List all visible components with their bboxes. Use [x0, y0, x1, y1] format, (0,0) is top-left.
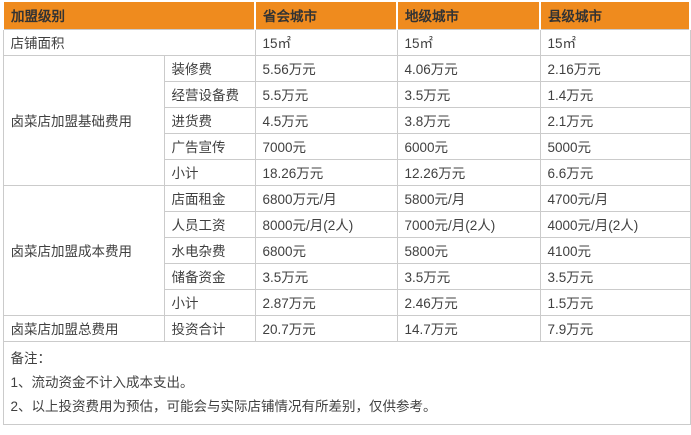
cost-fee-subtotal-row: 小计 2.87万元 2.46万元 1.5万元 [3, 288, 691, 316]
fee-value: 6800万元/月 [254, 184, 398, 212]
base-fee-subtotal-row: 小计 18.26万元 12.26万元 6.6万元 [3, 158, 691, 186]
fee-value: 1.4万元 [539, 80, 691, 108]
fee-value: 3.8万元 [396, 106, 541, 134]
header-row: 加盟级别 省会城市 地级城市 县级城市 [2, 2, 691, 30]
notes-title: 备注： [10, 350, 52, 366]
note-line-1: 1、流动资金不计入成本支出。 [10, 374, 194, 390]
base-fee-row: 广告宣传 7000元 6000元 5000元 [3, 132, 691, 160]
fee-item-label: 储备资金 [163, 262, 256, 290]
shop-area-value: 15㎡ [254, 28, 398, 56]
fee-value: 5.56万元 [254, 54, 398, 82]
base-fee-row: 卤菜店加盟基础费用 装修费 5.56万元 4.06万元 2.16万元 [2, 54, 691, 186]
fee-value: 2.1万元 [539, 106, 691, 134]
fee-item-label: 投资合计 [163, 314, 256, 342]
notes-cell: 备注： 1、流动资金不计入成本支出。 2、以上投资费用为预估，可能会与实际店铺情… [2, 340, 691, 425]
fee-value: 4100元 [539, 236, 691, 264]
fee-item-label: 进货费 [163, 106, 256, 134]
shop-area-label: 店铺面积 [2, 28, 256, 56]
base-fee-row: 进货费 4.5万元 3.8万元 2.1万元 [3, 106, 691, 134]
base-section-label: 卤菜店加盟基础费用 [2, 54, 165, 186]
fee-item-label: 小计 [163, 158, 256, 186]
fee-value: 7000元/月(2人) [396, 210, 541, 238]
note-line-2: 2、以上投资费用为预估，可能会与实际店铺情况有所差别，仅供参考。 [10, 398, 437, 414]
header-cell-county-city: 县级城市 [539, 2, 691, 30]
cost-fee-row: 储备资金 3.5万元 3.5万元 3.5万元 [3, 262, 691, 290]
fee-value: 2.16万元 [539, 54, 691, 82]
shop-area-row: 店铺面积 15㎡ 15㎡ 15㎡ [2, 28, 691, 56]
cost-fee-row: 水电杂费 6800元 5800元 4100元 [3, 236, 691, 264]
fee-value: 5800元 [396, 236, 541, 264]
fee-item-label: 小计 [163, 288, 256, 316]
fee-value: 3.5万元 [396, 262, 541, 290]
fee-item-label: 广告宣传 [163, 132, 256, 160]
notes-row: 备注： 1、流动资金不计入成本支出。 2、以上投资费用为预估，可能会与实际店铺情… [2, 340, 691, 425]
franchise-fee-table: 加盟级别 省会城市 地级城市 县级城市 店铺面积 15㎡ 15㎡ 15㎡ 卤菜店… [2, 2, 691, 425]
total-fee-row: 卤菜店加盟总费用 投资合计 20.7万元 14.7万元 7.9万元 [2, 314, 691, 342]
fee-item-label: 人员工资 [163, 210, 256, 238]
fee-value: 18.26万元 [254, 158, 398, 186]
fee-item-label: 水电杂费 [163, 236, 256, 264]
total-section-label: 卤菜店加盟总费用 [2, 314, 165, 342]
fee-value: 7.9万元 [539, 314, 691, 342]
header-cell-level: 加盟级别 [2, 2, 256, 30]
fee-value: 4700元/月 [539, 184, 691, 212]
fee-value: 1.5万元 [539, 288, 691, 316]
header-cell-prefecture-city: 地级城市 [396, 2, 541, 30]
fee-value: 2.87万元 [254, 288, 398, 316]
fee-value: 2.46万元 [396, 288, 541, 316]
fee-value: 3.5万元 [254, 262, 398, 290]
header-cell-provincial-city: 省会城市 [254, 2, 398, 30]
base-fee-row: 经营设备费 5.5万元 3.5万元 1.4万元 [3, 80, 691, 108]
fee-item-label: 经营设备费 [163, 80, 256, 108]
fee-value: 3.5万元 [396, 80, 541, 108]
fee-item-label: 店面租金 [163, 184, 256, 212]
fee-value: 5.5万元 [254, 80, 398, 108]
fee-value: 6.6万元 [539, 158, 691, 186]
shop-area-value: 15㎡ [539, 28, 691, 56]
fee-value: 7000元 [254, 132, 398, 160]
fee-item-label: 装修费 [163, 54, 256, 82]
cost-section-label: 卤菜店加盟成本费用 [2, 184, 165, 316]
shop-area-value: 15㎡ [396, 28, 541, 56]
cost-fee-row: 卤菜店加盟成本费用 店面租金 6800万元/月 5800元/月 4700元/月 [2, 184, 691, 316]
fee-value: 20.7万元 [254, 314, 398, 342]
fee-value: 6800元 [254, 236, 398, 264]
fee-value: 5800元/月 [396, 184, 541, 212]
cost-fee-row: 人员工资 8000元/月(2人) 7000元/月(2人) 4000元/月(2人) [3, 210, 691, 238]
fee-value: 4000元/月(2人) [539, 210, 691, 238]
fee-value: 4.5万元 [254, 106, 398, 134]
fee-value: 5000元 [539, 132, 691, 160]
fee-value: 6000元 [396, 132, 541, 160]
fee-value: 8000元/月(2人) [254, 210, 398, 238]
fee-value: 12.26万元 [396, 158, 541, 186]
fee-value: 3.5万元 [539, 262, 691, 290]
fee-value: 4.06万元 [396, 54, 541, 82]
fee-value: 14.7万元 [396, 314, 541, 342]
